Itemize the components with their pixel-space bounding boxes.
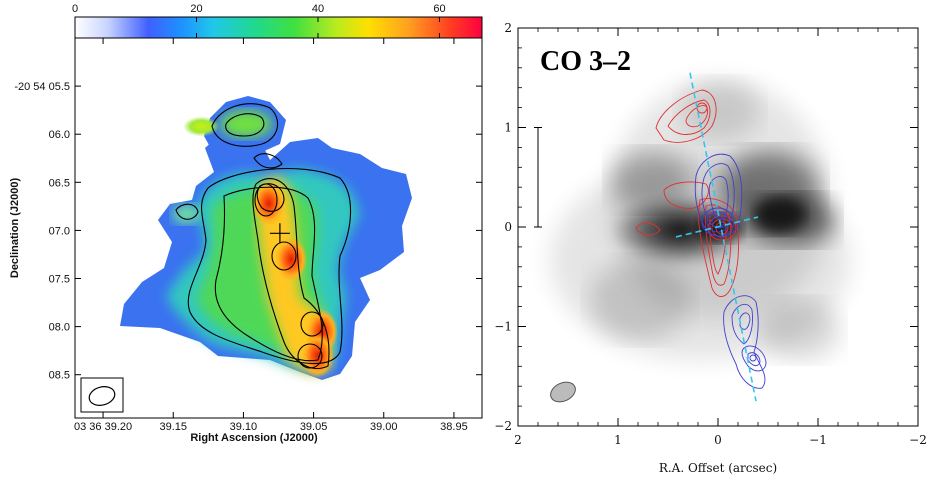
left-x-axis-label: Right Ascension (J2000)	[190, 432, 318, 444]
contour-north-3	[253, 153, 283, 169]
intensity-peak	[275, 237, 308, 282]
right-x-tick-label: 1	[614, 433, 622, 447]
jet-and-disk-axes	[675, 72, 759, 402]
greyscale-continuum-map	[534, 72, 850, 403]
scale-bar	[534, 127, 542, 228]
left-x-tick-label: 39.15	[159, 421, 187, 433]
left-x-tick-label: 38.95	[440, 421, 468, 433]
left-y-tick-label: -20 54 05.5	[14, 81, 70, 93]
right-x-tick-label: −1	[809, 433, 827, 447]
colorbar-tick-label: 60	[433, 3, 445, 15]
left-y-tick-label: 08.0	[49, 322, 70, 334]
contour-lines	[175, 103, 352, 369]
right-y-tick-label: 2	[504, 21, 512, 35]
beam-box	[80, 377, 124, 413]
contour-north-1	[211, 103, 279, 147]
center-plus-marker	[269, 223, 290, 244]
right-panel-title: CO 3–2	[540, 46, 631, 77]
colorbar-ticks: 0 20 40 60	[72, 3, 446, 38]
right-y-tick-label: 1	[504, 121, 512, 135]
contour-north-2	[225, 113, 265, 137]
jet-axis-line	[689, 72, 757, 402]
colorbar-tick-label: 0	[72, 3, 78, 15]
right-y-tick-label: −1	[494, 320, 512, 334]
right-x-axis-label: R.A. Offset (arcsec)	[659, 461, 777, 475]
contour-4	[256, 183, 285, 212]
contour-west	[175, 203, 199, 220]
contour-3	[252, 178, 330, 369]
right-x-tick-label: −2	[909, 433, 927, 447]
left-y-tick-label: 06.5	[49, 177, 70, 189]
left-y-tick-label: 08.5	[49, 370, 70, 382]
west-knot	[172, 204, 200, 224]
colorbar-tick-label: 20	[190, 3, 202, 15]
right-y-tick-label: 0	[504, 220, 512, 234]
left-y-axis-label: Declination (J2000)	[9, 178, 21, 279]
right-beam-ellipse	[550, 381, 576, 403]
left-y-tick-label: 07.5	[49, 274, 70, 286]
intensity-peak	[183, 116, 220, 137]
colorbar	[74, 16, 483, 39]
blueshifted-contours	[694, 153, 767, 389]
left-axis-ticks: 03 36 39.20 39.15 39.10 39.05 39.00 38.95 -20 …	[14, 38, 482, 433]
colorbar-tick-label: 40	[312, 3, 324, 15]
left-heatmap-panel: 0 20 40 60	[9, 3, 483, 444]
contour-1	[187, 168, 352, 365]
left-y-tick-label: 07.0	[49, 225, 70, 237]
beam-ellipse	[88, 386, 116, 406]
disk-axis-line	[675, 216, 759, 238]
left-y-tick-label: 06.0	[49, 129, 70, 141]
contour-8	[297, 343, 323, 369]
contour-7	[300, 311, 324, 337]
integrated-intensity-map	[80, 96, 412, 413]
left-x-tick-label: 39.05	[300, 421, 328, 433]
right-x-tick-label: 2	[514, 433, 522, 447]
contour-6	[271, 241, 297, 271]
left-x-tick-label: 39.00	[370, 421, 398, 433]
contour-2	[214, 186, 323, 362]
contour-5	[254, 183, 278, 217]
left-x-tick-label: 03 36 39.20	[74, 421, 132, 433]
right-x-tick-label: 0	[714, 433, 722, 447]
right-y-tick-label: −2	[494, 419, 512, 433]
left-x-tick-label: 39.10	[230, 421, 258, 433]
